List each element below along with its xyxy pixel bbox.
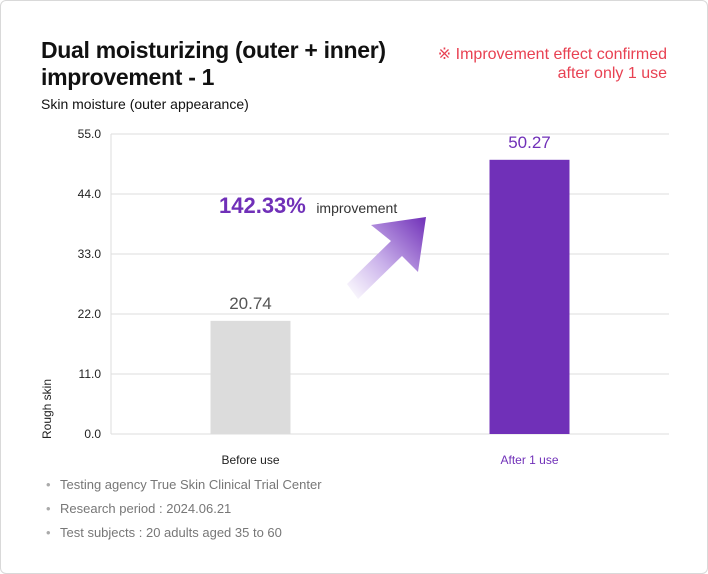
bar [210, 320, 291, 434]
y-tick-label: 44.0 [78, 187, 102, 201]
improvement-percent: 142.33% [219, 193, 306, 218]
bar [489, 159, 570, 435]
improvement-note-line-2: after only 1 use [557, 65, 667, 82]
chart-title: Dual moisturizing (outer + inner) improv… [41, 37, 386, 90]
footnote-research-period: • Research period : 2024.06.21 [46, 501, 232, 516]
improvement-arrow-icon [347, 217, 426, 299]
bar-value-label: 50.27 [508, 133, 551, 152]
footnote-testing-agency: • Testing agency True Skin Clinical Trial… [46, 477, 322, 492]
improvement-text: improvement [316, 200, 397, 216]
y-tick-label: 33.0 [78, 247, 102, 261]
y-tick-label: 55.0 [78, 127, 102, 141]
y-tick-label: 0.0 [84, 427, 101, 441]
y-axis-label: Rough skin [40, 379, 54, 439]
x-tick-label: Before use [221, 453, 279, 467]
y-tick-label: 22.0 [78, 307, 102, 321]
y-tick-label: 11.0 [79, 367, 102, 381]
study-footnotes: • Testing agency True Skin Clinical Trial… [46, 473, 322, 545]
footnote-test-subjects: • Test subjects : 20 adults aged 35 to 60 [46, 525, 282, 540]
x-tick-label: After 1 use [500, 453, 558, 467]
improvement-note-line-1: ※ Improvement effect confirmed [437, 46, 667, 63]
improvement-annotation: 142.33% improvement [219, 193, 397, 218]
bar-value-label: 20.74 [229, 294, 272, 313]
improvement-note: ※ Improvement effect confirmed after onl… [377, 45, 667, 83]
chart-subtitle: Skin moisture (outer appearance) [41, 96, 249, 112]
